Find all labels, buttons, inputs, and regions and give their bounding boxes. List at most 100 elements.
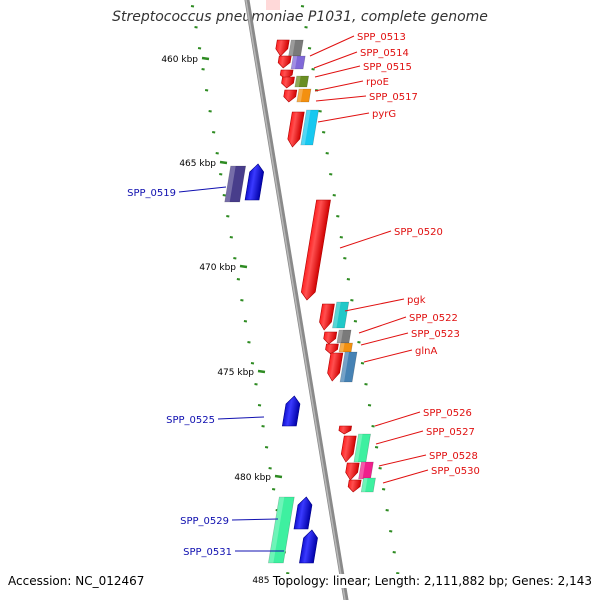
label-leader <box>360 332 409 346</box>
protein-feature <box>353 433 371 463</box>
gene-arrow <box>347 479 362 493</box>
backbone-highlight <box>245 0 346 600</box>
protein-highlight <box>353 434 363 462</box>
protein-feature <box>300 109 319 146</box>
protein-highlight <box>294 76 301 87</box>
gene-label: pgk <box>407 295 426 306</box>
protein-highlight <box>291 56 298 69</box>
label-leader <box>378 454 427 467</box>
gene-label: SPP_0529 <box>180 516 229 527</box>
protein-highlight <box>288 40 296 56</box>
gene-arrow <box>283 89 298 103</box>
kbp-major-tick <box>219 160 228 165</box>
tick-mark <box>318 110 322 113</box>
gene-arrow <box>323 331 338 345</box>
protein-feature <box>360 477 376 493</box>
tick-mark <box>254 383 258 386</box>
tick-mark <box>381 488 386 491</box>
forward-gene <box>338 425 352 435</box>
gene-label: glnA <box>415 346 437 357</box>
gene-label: SPP_0528 <box>429 451 478 462</box>
tick-mark <box>367 404 372 407</box>
tick-mark <box>311 68 315 71</box>
label-leader <box>309 35 355 57</box>
forward-gene <box>327 351 358 383</box>
tick-mark <box>240 299 244 302</box>
forward-gene <box>325 342 353 355</box>
tick-mark <box>212 131 216 134</box>
gene-arrow <box>327 352 344 382</box>
protein-highlight <box>296 89 303 102</box>
gene-arrow <box>299 529 318 564</box>
tick-mark <box>226 215 230 218</box>
gene-arrow <box>340 435 357 463</box>
label-leader <box>374 411 421 427</box>
tick-mark <box>268 467 272 470</box>
label-leader <box>363 349 413 363</box>
accession-text: Accession: NC_012467 <box>8 574 145 588</box>
tick-mark <box>190 5 195 8</box>
protein-highlight <box>300 110 311 145</box>
protein-highlight <box>358 462 366 479</box>
gene-label: SPP_0517 <box>369 92 418 103</box>
protein-highlight <box>340 352 350 382</box>
label-leader <box>317 112 370 123</box>
kbp-tick-label: 460 kbp <box>161 55 198 65</box>
forward-gene <box>275 39 304 57</box>
tick-mark <box>208 110 212 113</box>
gene-arrow <box>281 76 295 89</box>
summary-text: Topology: linear; Length: 2,111,882 bp; … <box>268 574 592 588</box>
tick-mark <box>392 551 396 554</box>
tick-mark <box>325 152 329 155</box>
forward-gene <box>319 301 350 331</box>
map-title: Streptococcus pneumoniae P1031, complete… <box>112 9 488 25</box>
kbp-major-tick <box>201 56 210 61</box>
backbone-line <box>244 0 349 600</box>
protein-highlight <box>224 166 236 202</box>
gene-label: SPP_0514 <box>360 48 409 59</box>
tick-mark <box>197 47 202 50</box>
gene-arrow <box>244 163 265 201</box>
kbp-tick-label: 470 kbp <box>199 263 236 273</box>
tick-mark <box>396 572 400 575</box>
protein-feature <box>296 88 312 103</box>
tick-mark <box>339 236 343 239</box>
label-leader <box>313 51 358 69</box>
tick-mark <box>236 278 241 281</box>
reverse-gene <box>299 529 318 564</box>
kbp-major-tick <box>274 474 283 479</box>
partial-gene-top <box>266 0 280 10</box>
gene-label: SPP_0520 <box>394 227 443 238</box>
protein-highlight <box>332 302 341 328</box>
label-leader <box>178 186 227 193</box>
label-leader <box>339 230 392 249</box>
gene-label: SPP_0527 <box>426 427 475 438</box>
tick-mark <box>364 383 368 386</box>
gene-label: SPP_0513 <box>357 32 406 43</box>
forward-gene <box>300 199 331 301</box>
tick-mark <box>374 446 379 449</box>
protein-highlight <box>339 343 345 352</box>
forward-gene <box>283 88 312 103</box>
tick-mark <box>343 257 347 260</box>
tick-mark <box>300 5 305 8</box>
forward-gene <box>287 109 319 148</box>
tick-mark <box>215 152 219 155</box>
gene-arrow <box>293 496 313 530</box>
gene-arrow <box>338 425 352 435</box>
protein-feature <box>268 496 295 564</box>
tick-mark <box>286 572 290 575</box>
tick-mark <box>304 26 308 29</box>
protein-highlight <box>361 478 368 492</box>
label-leader <box>358 316 407 334</box>
protein-feature <box>224 165 247 203</box>
tick-mark <box>264 446 269 449</box>
gene-arrow <box>281 395 301 427</box>
gene-arrow <box>325 343 339 355</box>
tick-mark <box>222 194 226 197</box>
tick-mark <box>385 509 389 512</box>
forward-gene <box>281 75 310 89</box>
tick-mark <box>271 488 276 491</box>
protein-feature <box>294 75 310 88</box>
kbp-tick-label: 465 kbp <box>179 159 216 169</box>
